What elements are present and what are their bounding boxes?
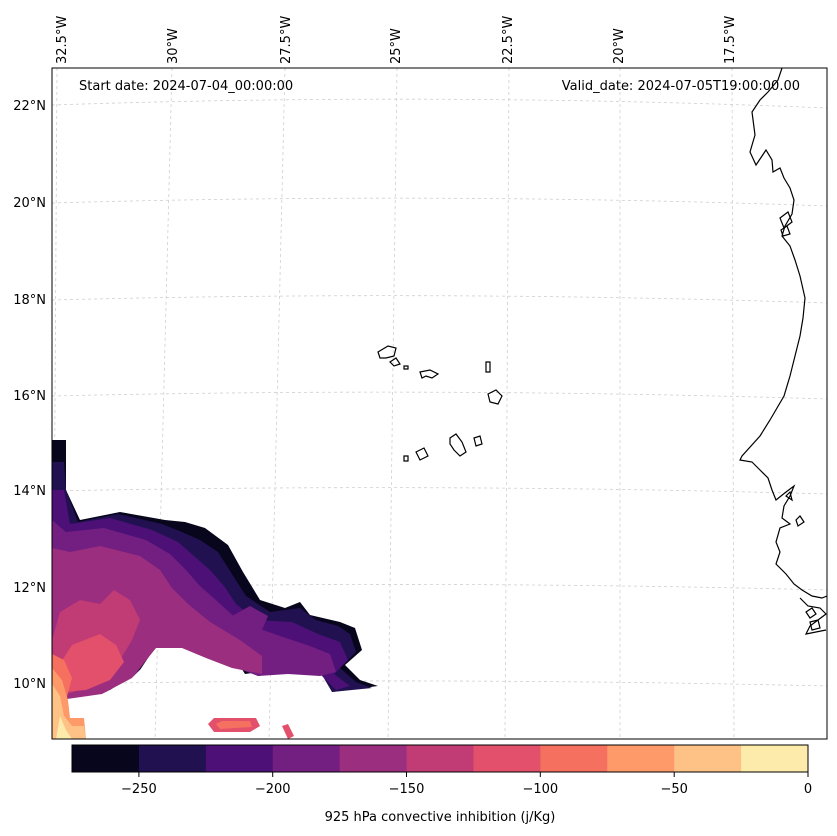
lat-label: 22°N — [13, 99, 46, 114]
island-sao-vicente — [389, 357, 401, 367]
longitude-labels: 32.5°W 30°W 27.5°W 25°W 22.5°W 20°W 17.5… — [55, 16, 738, 64]
colorbar-segment — [473, 745, 541, 772]
colorbar-segment — [741, 745, 809, 772]
colorbar-segments — [72, 745, 809, 772]
contour-band--25 — [56, 716, 72, 739]
colorbar-ticks — [138, 772, 809, 777]
colorbar-segment — [607, 745, 675, 772]
lat-label: 12°N — [13, 581, 46, 596]
colorbar-tick-label: 0 — [804, 782, 812, 797]
island-fogo — [415, 447, 429, 461]
coastlines — [739, 68, 827, 635]
contour-patch-purple — [232, 606, 268, 630]
colorbar-label: 925 hPa convective inhibition (j/Kg) — [325, 810, 556, 825]
island-santa-luzia — [403, 365, 409, 370]
valid-date-label: Valid_date: 2024-07-05T19:00:00.00 — [562, 79, 800, 94]
colorbar-tick-label: −150 — [389, 782, 425, 797]
colorbar-tick-label: −250 — [121, 782, 157, 797]
colorbar-segment — [674, 745, 742, 772]
lon-label: 32.5°W — [55, 16, 70, 64]
colorbar-segment — [72, 745, 140, 772]
lon-label: 30°W — [166, 28, 181, 64]
lat-label: 10°N — [13, 677, 46, 692]
cape-verde-islands — [377, 345, 503, 462]
contour-patch-south-inner — [216, 721, 252, 729]
map-border — [51, 67, 828, 740]
contour-band--125 — [56, 634, 124, 692]
colorbar-segment — [138, 745, 207, 772]
lon-label: 17.5°W — [723, 16, 738, 64]
colorbar-tick-label: −100 — [522, 782, 558, 797]
colorbar-segment — [406, 745, 474, 772]
colorbar-tick-label: −200 — [255, 782, 291, 797]
colorbar-segment — [205, 745, 274, 772]
lat-label: 20°N — [13, 196, 46, 211]
africa-coastline — [739, 68, 827, 599]
contour-patch-small — [282, 724, 294, 739]
lon-label: 22.5°W — [501, 16, 516, 64]
island-boa-vista — [487, 389, 503, 405]
latitude-labels: 22°N 20°N 18°N 16°N 14°N 12°N 10°N — [13, 99, 46, 692]
island-santo-antao — [377, 345, 397, 359]
lat-label: 16°N — [13, 389, 46, 404]
colorbar-segment — [540, 745, 608, 772]
island-santiago — [449, 433, 467, 457]
island-sao-nicolau — [419, 369, 440, 379]
lat-label: 14°N — [13, 484, 46, 499]
island-sal — [485, 361, 491, 373]
lat-label: 18°N — [13, 293, 46, 308]
cin-contours — [52, 440, 378, 739]
colorbar: −250 −200 −150 −100 −50 0 925 hPa convec… — [71, 744, 812, 825]
start-date-label: Start date: 2024-07-04_00:00:00 — [79, 79, 293, 94]
colorbar-segment — [339, 745, 408, 772]
colorbar-segment — [272, 745, 341, 772]
lon-label: 20°W — [612, 28, 627, 64]
island-brava — [403, 455, 409, 462]
colorbar-border — [71, 744, 809, 773]
lon-label: 27.5°W — [279, 16, 294, 64]
colorbar-tick-label: −50 — [660, 782, 687, 797]
island-maio — [473, 435, 483, 447]
lon-label: 25°W — [389, 28, 404, 64]
